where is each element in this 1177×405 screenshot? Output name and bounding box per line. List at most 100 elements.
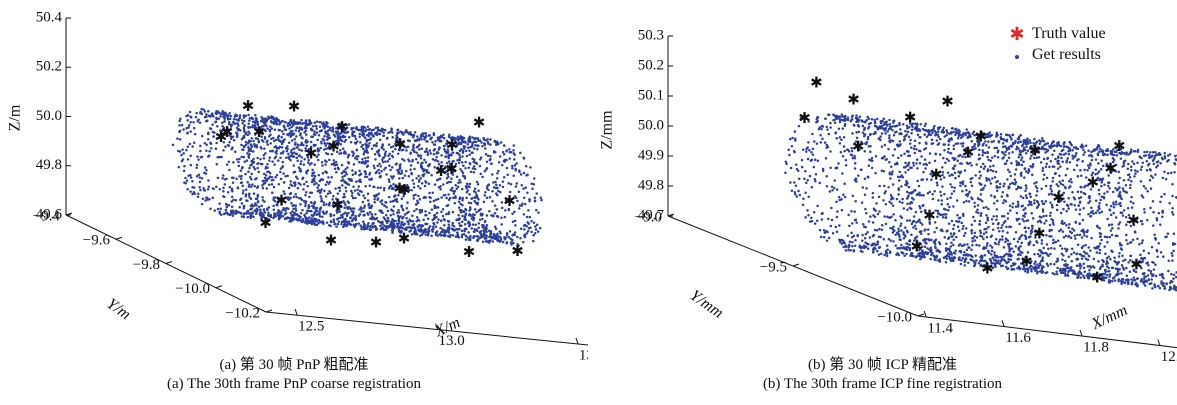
result-point xyxy=(207,154,211,157)
result-point xyxy=(475,210,478,214)
result-point xyxy=(972,215,975,219)
result-point xyxy=(889,139,893,142)
result-point xyxy=(260,214,263,217)
result-point xyxy=(422,218,425,222)
result-point xyxy=(971,244,974,247)
result-point xyxy=(189,130,192,133)
result-point xyxy=(420,182,424,185)
result-point xyxy=(1099,147,1102,151)
result-point xyxy=(198,176,201,179)
result-point xyxy=(958,242,962,246)
result-point xyxy=(1079,168,1082,172)
result-point xyxy=(438,135,442,139)
result-point xyxy=(226,127,229,130)
result-point xyxy=(929,253,933,257)
result-point xyxy=(1147,264,1150,267)
result-point xyxy=(419,164,423,167)
result-point xyxy=(232,198,235,202)
result-point xyxy=(354,217,358,220)
result-point xyxy=(231,209,234,212)
z-tick-label: 50.3 xyxy=(638,27,664,43)
result-point xyxy=(338,189,342,193)
result-point xyxy=(1012,237,1016,241)
result-point xyxy=(463,228,466,232)
result-point xyxy=(276,136,280,139)
result-point xyxy=(484,239,488,243)
result-point xyxy=(335,170,338,174)
result-point xyxy=(508,230,512,233)
result-point xyxy=(284,211,288,215)
result-point xyxy=(933,221,937,224)
result-point xyxy=(386,209,390,213)
result-point xyxy=(1102,197,1106,200)
result-point xyxy=(313,174,317,178)
result-point xyxy=(231,135,235,138)
result-point xyxy=(248,195,251,199)
result-point xyxy=(488,235,491,239)
result-point xyxy=(1028,200,1031,203)
result-point xyxy=(383,168,386,171)
result-point xyxy=(1156,284,1160,288)
result-point xyxy=(1149,187,1153,190)
result-point xyxy=(306,149,309,153)
result-point xyxy=(1001,145,1005,149)
result-point xyxy=(258,212,262,216)
result-point xyxy=(317,148,321,152)
result-point xyxy=(192,120,195,124)
result-point xyxy=(418,137,421,140)
result-point xyxy=(489,138,492,141)
result-point xyxy=(370,131,373,134)
result-point xyxy=(336,143,340,147)
result-point xyxy=(182,128,185,131)
result-point xyxy=(1029,229,1033,233)
result-point xyxy=(499,141,503,144)
result-point xyxy=(315,155,319,159)
result-point xyxy=(285,149,289,153)
result-point xyxy=(321,210,325,213)
result-point xyxy=(365,128,368,131)
result-point xyxy=(436,234,440,237)
result-point xyxy=(1097,188,1101,192)
result-point xyxy=(246,215,250,219)
result-point xyxy=(182,152,185,155)
result-point xyxy=(333,167,337,171)
result-point xyxy=(214,120,218,124)
result-point xyxy=(785,162,788,166)
result-point xyxy=(455,218,459,221)
result-point xyxy=(403,228,406,231)
result-point xyxy=(269,133,272,137)
result-point xyxy=(244,114,248,117)
result-point xyxy=(428,191,431,195)
result-point xyxy=(206,198,209,201)
result-point xyxy=(1051,221,1055,224)
result-point xyxy=(398,140,402,144)
result-point xyxy=(987,207,990,211)
result-point xyxy=(503,215,507,219)
result-point xyxy=(889,177,892,180)
result-point xyxy=(272,198,275,202)
result-point xyxy=(247,147,251,151)
result-point xyxy=(501,150,505,154)
result-point xyxy=(1114,187,1117,190)
result-point xyxy=(402,215,405,219)
result-point xyxy=(238,157,241,161)
result-point xyxy=(439,139,442,142)
result-point xyxy=(243,212,246,216)
y-tick-label: −10.0 xyxy=(175,281,210,297)
result-point xyxy=(403,192,407,195)
result-point xyxy=(330,152,334,156)
result-point xyxy=(427,171,431,174)
result-point xyxy=(391,177,394,180)
result-point xyxy=(292,124,295,127)
result-point xyxy=(437,218,440,221)
result-point xyxy=(983,151,987,155)
result-point xyxy=(1107,266,1110,270)
result-point xyxy=(970,184,974,187)
truth-point: ✱ xyxy=(370,236,383,252)
result-point xyxy=(1000,195,1004,198)
result-point xyxy=(456,135,460,138)
result-point xyxy=(973,144,976,148)
result-point xyxy=(195,174,199,178)
result-point xyxy=(289,180,293,183)
result-point xyxy=(343,206,346,209)
